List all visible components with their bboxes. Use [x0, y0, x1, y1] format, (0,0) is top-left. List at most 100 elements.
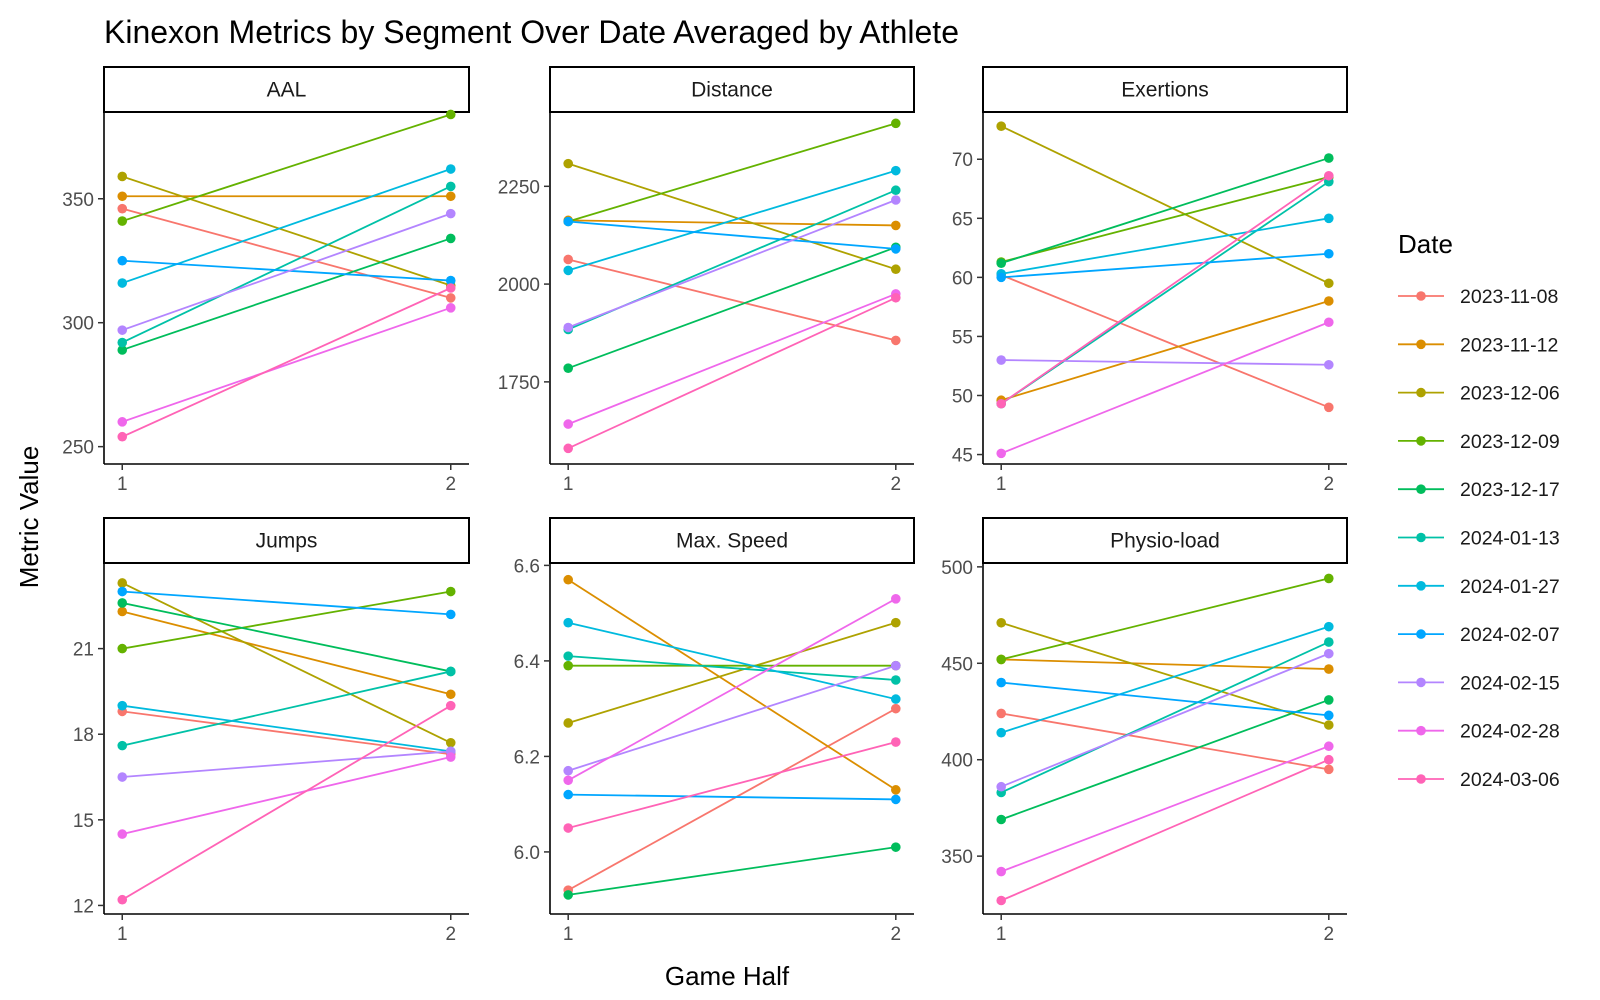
data-point-max-speed-2023-12-06	[563, 718, 573, 728]
data-point-distance-2023-12-06	[563, 158, 573, 169]
series-line-aal-2023-12-17	[121, 237, 452, 351]
data-point-jumps-2024-02-28	[117, 829, 128, 839]
data-point-max-speed-2024-02-28	[891, 594, 901, 604]
y-axis-title: Metric Value	[14, 446, 44, 589]
series-line-physio-load-2024-01-27	[1000, 625, 1330, 734]
series-line-distance-2023-12-09	[567, 122, 897, 223]
data-point-distance-2024-03-06	[563, 443, 573, 454]
data-point-exertions-2023-12-06	[1324, 278, 1334, 289]
legend-label-2023-12-09: 2023-12-09	[1460, 431, 1560, 453]
x-tick-label-exertions: 1	[996, 474, 1007, 495]
data-point-distance-2023-11-12	[891, 220, 901, 231]
series-line-jumps-2024-02-15	[122, 750, 451, 778]
series-line-distance-2023-11-08	[567, 258, 897, 342]
data-point-distance-2023-12-06	[891, 264, 901, 275]
y-tick-label-distance: 2000	[498, 275, 540, 296]
legend-label-2024-02-15: 2024-02-15	[1460, 672, 1560, 694]
x-tick-label-distance: 1	[563, 474, 574, 495]
y-tick-label-max-speed: 6.2	[514, 747, 540, 768]
y-tick-label-max-speed: 6.0	[514, 843, 540, 864]
data-point-aal-2024-03-06	[445, 283, 456, 293]
data-point-physio-load-2024-02-07	[1324, 710, 1334, 721]
y-tick-label-distance: 2250	[498, 177, 540, 198]
data-point-max-speed-2023-12-06	[891, 617, 901, 628]
x-tick-label-aal: 1	[117, 474, 128, 495]
data-point-physio-load-2024-02-15	[1324, 648, 1334, 659]
data-point-aal-2024-02-15	[445, 208, 456, 219]
series-line-jumps-2024-01-13	[122, 670, 451, 747]
data-point-max-speed-2023-12-17	[891, 842, 901, 852]
data-point-max-speed-2023-11-12	[563, 574, 573, 585]
strip-exertions	[982, 66, 1348, 113]
y-tick-label-jumps: 15	[73, 811, 94, 832]
data-point-aal-2024-02-28	[445, 303, 456, 313]
y-tick-label-physio-load: 400	[941, 751, 973, 772]
y-tick-label-exertions: 45	[952, 446, 973, 467]
data-point-aal-2023-11-12	[445, 191, 456, 202]
data-point-aal-2023-12-09	[117, 216, 128, 226]
data-point-exertions-2024-01-27	[1324, 213, 1334, 224]
legend-key-point-2023-12-06	[1416, 387, 1426, 398]
series-line-jumps-2023-11-12	[122, 610, 451, 696]
data-point-aal-2024-02-07	[445, 275, 456, 286]
data-point-distance-2024-02-15	[563, 322, 573, 333]
data-point-jumps-2023-11-12	[445, 689, 456, 700]
series-line-distance-2023-12-17	[567, 246, 897, 370]
series-line-aal-2024-02-07	[122, 259, 451, 282]
series-line-physio-load-2023-12-06	[1000, 621, 1330, 726]
series-line-exertions-2023-12-09	[1000, 176, 1330, 263]
data-point-physio-load-2024-02-28	[996, 866, 1006, 877]
data-point-max-speed-2024-01-13	[563, 651, 573, 661]
legend-label-2023-11-08: 2023-11-08	[1460, 286, 1558, 308]
data-point-max-speed-2024-02-15	[891, 660, 901, 671]
data-point-distance-2024-01-27	[563, 265, 573, 276]
series-line-max-speed-2024-02-07	[568, 793, 896, 801]
y-tick-label-aal: 250	[62, 438, 94, 459]
series-line-physio-load-2024-02-28	[1000, 745, 1330, 873]
data-point-max-speed-2023-12-09	[563, 660, 573, 671]
y-tick-label-physio-load: 350	[941, 847, 973, 868]
data-point-max-speed-2024-01-27	[891, 694, 901, 704]
data-point-aal-2023-11-08	[117, 203, 128, 214]
series-line-jumps-2024-01-27	[122, 704, 451, 753]
series-line-exertions-2024-03-06	[1000, 175, 1330, 405]
legend-key-point-2024-03-06	[1416, 774, 1426, 784]
strip-distance	[549, 66, 915, 113]
series-line-max-speed-2023-12-17	[568, 846, 896, 896]
data-point-jumps-2023-12-06	[117, 578, 128, 588]
data-point-aal-2024-02-15	[117, 325, 128, 335]
series-line-exertions-2024-01-27	[1001, 217, 1329, 275]
data-point-jumps-2023-11-12	[117, 606, 128, 617]
y-tick-label-aal: 350	[62, 190, 94, 211]
data-point-physio-load-2023-11-08	[1324, 764, 1334, 775]
strip-label-max-speed: Max. Speed	[676, 530, 788, 553]
data-point-aal-2023-12-17	[445, 233, 456, 244]
data-point-aal-2023-12-06	[117, 171, 128, 182]
data-point-physio-load-2023-11-08	[996, 708, 1006, 719]
series-line-distance-2023-12-06	[567, 162, 897, 271]
data-point-distance-2024-02-07	[891, 244, 901, 254]
strip-max-speed	[549, 517, 915, 564]
series-line-distance-2024-02-28	[567, 293, 897, 425]
panel-exertions: Exertions 45 50 55 60 65 70 1 2	[952, 66, 1348, 495]
legend-label-2024-03-06: 2024-03-06	[1460, 769, 1560, 791]
strip-label-exertions: Exertions	[1121, 79, 1209, 102]
data-point-distance-2024-02-07	[563, 216, 573, 227]
y-tick-label-max-speed: 6.4	[514, 652, 541, 673]
data-point-max-speed-2023-11-08	[891, 703, 901, 714]
data-point-aal-2023-11-08	[445, 293, 456, 303]
data-point-jumps-2024-03-06	[117, 894, 128, 905]
legend-key-point-2023-11-12	[1416, 339, 1426, 350]
data-point-aal-2024-01-13	[117, 337, 128, 348]
series-line-aal-2024-03-06	[121, 287, 452, 438]
y-tick-label-physio-load: 450	[941, 654, 973, 675]
series-line-physio-load-2023-11-08	[1001, 712, 1329, 771]
data-point-jumps-2023-12-09	[117, 643, 128, 654]
data-point-aal-2024-03-06	[117, 431, 128, 442]
data-point-distance-2024-02-28	[563, 419, 573, 429]
y-tick-label-exertions: 65	[952, 209, 973, 230]
x-tick-label-aal: 2	[445, 474, 456, 495]
series-line-aal-2023-12-09	[121, 113, 452, 222]
